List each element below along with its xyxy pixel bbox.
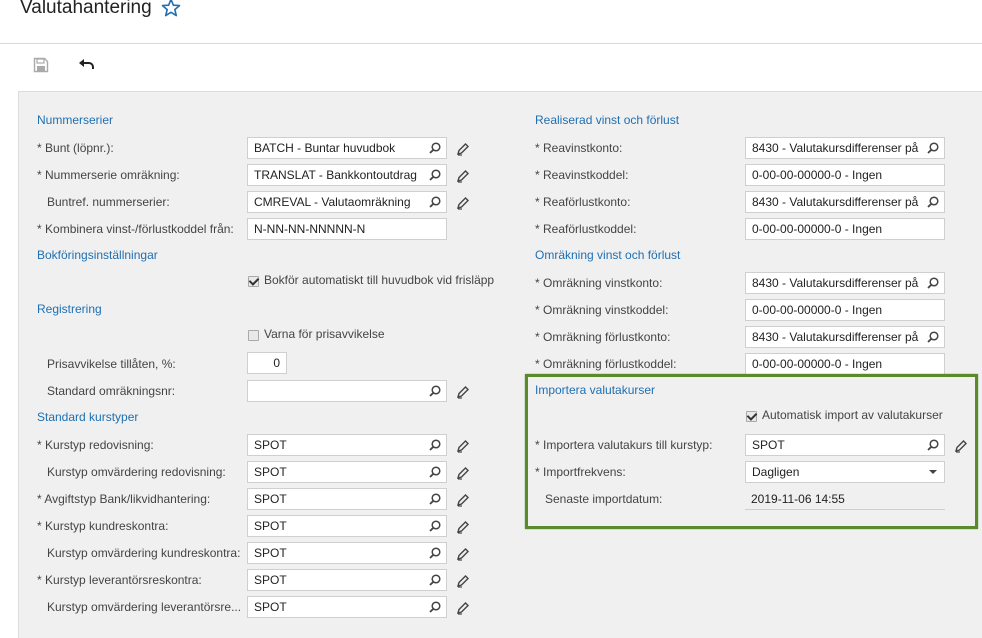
search-icon[interactable]	[922, 192, 944, 212]
bokfor-checkbox[interactable]	[248, 276, 259, 287]
search-icon[interactable]	[922, 435, 944, 455]
edit-pencil-icon[interactable]	[456, 169, 470, 183]
std-omrakning-field[interactable]	[247, 380, 447, 402]
auto-import-label: Automatisk import av valutakurser	[762, 408, 943, 422]
reavinstkonto-field[interactable]: 8430 - Valutakursdifferenser på	[745, 137, 945, 159]
kurstyp-kund-field[interactable]: SPOT	[247, 515, 447, 537]
search-icon[interactable]	[922, 327, 944, 347]
edit-pencil-icon[interactable]	[456, 574, 470, 588]
std-omrakning-label: Standard omräkningsnr:	[47, 384, 176, 398]
bokfor-label: Bokför automatiskt till huvudbok vid fri…	[264, 273, 495, 287]
prisavvikelse-label: Prisavvikelse tillåten, %:	[47, 357, 176, 371]
omr-vinstkoddel-label: * Omräkning vinstkoddel:	[535, 303, 669, 317]
omr-vinstkonto-label: * Omräkning vinstkonto:	[535, 276, 663, 290]
search-icon[interactable]	[922, 273, 944, 293]
search-icon[interactable]	[424, 462, 446, 482]
edit-pencil-icon[interactable]	[456, 196, 470, 210]
section-omrakning: Omräkning vinst och förlust	[535, 248, 681, 262]
section-nummerserier: Nummerserier	[37, 113, 114, 127]
import-kurstyp-field[interactable]: SPOT	[745, 434, 945, 456]
nummerserie-omrakning-field[interactable]: TRANSLAT - Bankkontoutdrag	[247, 164, 447, 186]
search-icon[interactable]	[424, 570, 446, 590]
edit-pencil-icon[interactable]	[954, 439, 968, 453]
bunt-label: * Bunt (löpnr.):	[37, 141, 114, 155]
bunt-field[interactable]: BATCH - Buntar huvudbok	[247, 137, 447, 159]
undo-icon[interactable]	[75, 53, 99, 77]
search-icon[interactable]	[424, 597, 446, 617]
reaforlustkoddel-label: * Reaförlustkoddel:	[535, 222, 637, 236]
kurstyp-omv-kund-field[interactable]: SPOT	[247, 542, 447, 564]
kurstyp-lev-field[interactable]: SPOT	[247, 569, 447, 591]
edit-pencil-icon[interactable]	[456, 601, 470, 615]
avgiftstyp-bank-field[interactable]: SPOT	[247, 488, 447, 510]
reaforlustkonto-field[interactable]: 8430 - Valutakursdifferenser på	[745, 191, 945, 213]
section-bokforing: Bokföringsinställningar	[37, 248, 158, 262]
page-title: Valutahantering	[20, 0, 152, 18]
buntref-field[interactable]: CMREVAL - Valutaomräkning	[247, 191, 447, 213]
section-realiserad: Realiserad vinst och förlust	[535, 113, 680, 127]
reavinstkoddel-label: * Reavinstkoddel:	[535, 168, 629, 182]
nummer-omr-label: * Nummerserie omräkning:	[37, 168, 180, 182]
edit-pencil-icon[interactable]	[456, 520, 470, 534]
kombinera-label: * Kombinera vinst-/förlustkoddel från:	[37, 222, 234, 236]
favorite-star-icon[interactable]	[161, 0, 181, 18]
search-icon[interactable]	[424, 435, 446, 455]
section-importera: Importera valutakurser	[535, 383, 656, 397]
varna-label: Varna för prisavvikelse	[264, 327, 385, 341]
edit-pencil-icon[interactable]	[456, 493, 470, 507]
kurstyp-omv-kund-label: Kurstyp omvärdering kundreskontra:	[47, 546, 241, 560]
reavinstkonto-label: * Reavinstkonto:	[535, 141, 623, 155]
reaforlustkonto-label: * Reaförlustkonto:	[535, 195, 631, 209]
kurstyp-redovisning-field[interactable]: SPOT	[247, 434, 447, 456]
search-icon[interactable]	[922, 138, 944, 158]
import-kurstyp-label: * Importera valutakurs till kurstyp:	[535, 438, 713, 452]
varna-checkbox[interactable]	[248, 330, 259, 341]
omr-forlustkoddel-field[interactable]: 0-00-00-00000-0 - Ingen	[745, 353, 945, 375]
reavinstkoddel-field[interactable]: 0-00-00-00000-0 - Ingen	[745, 164, 945, 186]
edit-pencil-icon[interactable]	[456, 439, 470, 453]
senaste-importdatum-label: Senaste importdatum:	[545, 492, 663, 506]
search-icon[interactable]	[424, 165, 446, 185]
search-icon[interactable]	[424, 381, 446, 401]
prisavvikelse-field[interactable]: 0	[247, 352, 287, 374]
reaforlustkoddel-field[interactable]: 0-00-00-00000-0 - Ingen	[745, 218, 945, 240]
omr-vinstkonto-field[interactable]: 8430 - Valutakursdifferenser på	[745, 272, 945, 294]
edit-pencil-icon[interactable]	[456, 142, 470, 156]
section-standard-kurstyper: Standard kurstyper	[37, 410, 139, 424]
buntref-label: Buntref. nummerserier:	[47, 195, 170, 209]
avgiftstyp-bank-label: * Avgiftstyp Bank/likvidhantering:	[37, 492, 211, 506]
auto-import-checkbox[interactable]	[746, 411, 757, 422]
save-icon[interactable]	[29, 53, 53, 77]
kurstyp-omv-lev-label: Kurstyp omvärdering leverantörsre...	[47, 600, 242, 614]
kombinera-field[interactable]: N-NN-NN-NNNNN-N	[247, 218, 447, 240]
omr-forlustkonto-label: * Omräkning förlustkonto:	[535, 330, 671, 344]
header-divider	[0, 43, 982, 44]
search-icon[interactable]	[424, 516, 446, 536]
edit-pencil-icon[interactable]	[456, 547, 470, 561]
search-icon[interactable]	[424, 138, 446, 158]
kurstyp-redovisning-label: * Kurstyp redovisning:	[37, 438, 154, 452]
search-icon[interactable]	[424, 489, 446, 509]
importfrekvens-label: * Importfrekvens:	[535, 465, 626, 479]
section-registrering: Registrering	[37, 302, 102, 316]
search-icon[interactable]	[424, 543, 446, 563]
kurstyp-omv-lev-field[interactable]: SPOT	[247, 596, 447, 618]
edit-pencil-icon[interactable]	[456, 466, 470, 480]
edit-pencil-icon[interactable]	[456, 385, 470, 399]
kurstyp-omv-redovisning-field[interactable]: SPOT	[247, 461, 447, 483]
kurstyp-lev-label: * Kurstyp leverantörsreskontra:	[37, 573, 202, 587]
kurstyp-omv-redovisning-label: Kurstyp omvärdering redovisning:	[47, 465, 226, 479]
search-icon[interactable]	[424, 192, 446, 212]
dropdown-arrow-icon[interactable]	[922, 462, 944, 482]
importfrekvens-select[interactable]: Dagligen	[745, 461, 945, 483]
omr-vinstkoddel-field[interactable]: 0-00-00-00000-0 - Ingen	[745, 299, 945, 321]
omr-forlustkoddel-label: * Omräkning förlustkoddel:	[535, 357, 677, 371]
senaste-importdatum-value: 2019-11-06 14:55	[745, 488, 945, 510]
kurstyp-kund-label: * Kurstyp kundreskontra:	[37, 519, 169, 533]
omr-forlustkonto-field[interactable]: 8430 - Valutakursdifferenser på	[745, 326, 945, 348]
